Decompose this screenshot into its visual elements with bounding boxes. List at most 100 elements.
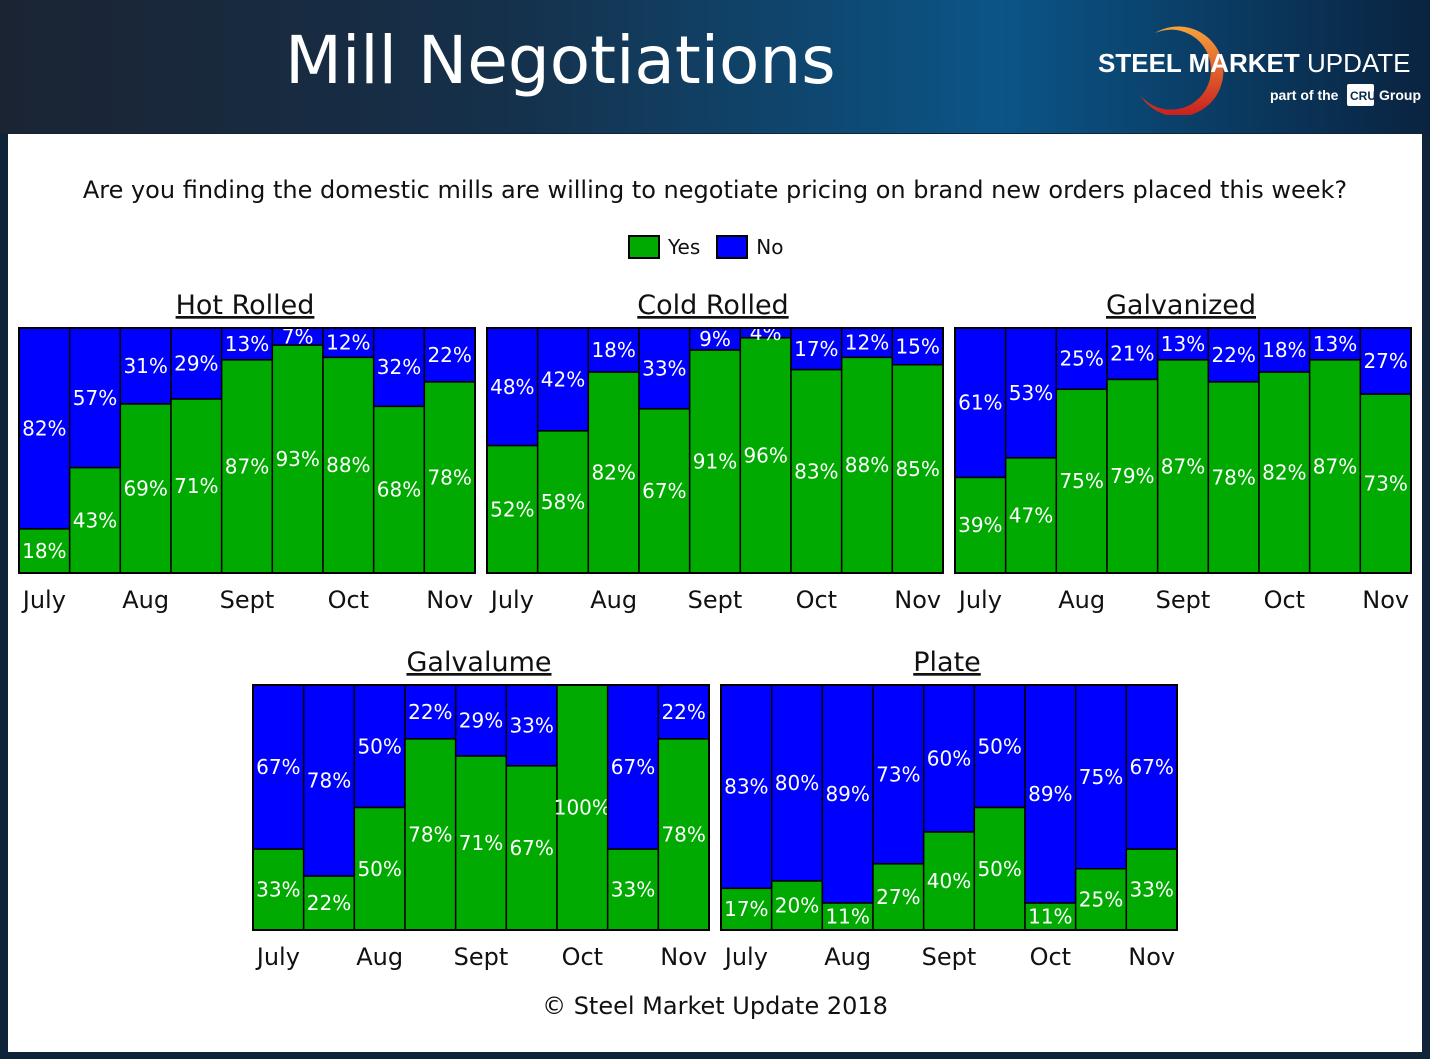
- bar-no: [1024, 684, 1077, 904]
- page-title: Mill Negotiations: [285, 22, 836, 99]
- svg-text:Group: Group: [1379, 87, 1421, 103]
- bar-yes: [770, 880, 824, 931]
- x-tick-label: Nov: [660, 943, 707, 971]
- data-label-yes: 17%: [724, 897, 768, 921]
- x-tick-label: Sept: [922, 943, 977, 971]
- bar-no: [322, 327, 375, 359]
- data-label-no: 89%: [825, 782, 869, 806]
- data-label-no: 75%: [1079, 765, 1123, 789]
- content-panel: [8, 134, 1422, 1052]
- bar-yes: [922, 831, 976, 931]
- bar-no: [790, 327, 843, 371]
- data-label-yes: 96%: [743, 443, 787, 467]
- data-label-no: 67%: [1129, 755, 1173, 779]
- x-tick-label: Sept: [688, 586, 743, 614]
- chart-title: Plate: [913, 647, 981, 678]
- x-tick-label: Sept: [454, 943, 509, 971]
- chart-title: Cold Rolled: [637, 290, 788, 321]
- bar-yes: [657, 738, 710, 931]
- data-label-yes: 88%: [845, 453, 889, 477]
- data-label-no: 50%: [357, 734, 401, 758]
- bar-no: [423, 327, 476, 383]
- bar-yes: [302, 875, 356, 931]
- data-label-no: 21%: [1110, 342, 1154, 366]
- bar-no: [372, 327, 426, 408]
- data-label-no: 4%: [750, 321, 782, 345]
- data-label-no: 22%: [427, 343, 471, 367]
- data-label-yes: 78%: [408, 822, 452, 846]
- data-label-yes: 78%: [1211, 465, 1255, 489]
- header-banner: Mill Negotiations STEEL MARKET UPDATE pa…: [0, 0, 1430, 133]
- data-label-no: 67%: [256, 755, 300, 779]
- data-label-no: 32%: [377, 355, 421, 379]
- x-tick-label: Aug: [356, 943, 403, 971]
- data-label-yes: 67%: [642, 479, 686, 503]
- svg-text:part of the: part of the: [1270, 87, 1339, 103]
- x-tick-label: Sept: [1156, 586, 1211, 614]
- copyright: © Steel Market Update 2018: [542, 992, 888, 1020]
- data-label-yes: 78%: [661, 822, 705, 846]
- data-label-yes: 69%: [123, 476, 167, 500]
- plot-border: [954, 327, 1412, 574]
- data-label-no: 50%: [977, 734, 1021, 758]
- svg-text:CRU: CRU: [1350, 89, 1376, 103]
- data-label-no: 12%: [845, 331, 889, 355]
- bar-yes: [220, 359, 274, 574]
- bar-yes: [68, 466, 122, 574]
- data-label-yes: 68%: [377, 478, 421, 502]
- data-label-no: 18%: [591, 338, 635, 362]
- data-label-yes: 75%: [1059, 469, 1103, 493]
- data-label-yes: 71%: [174, 474, 218, 498]
- bar-yes: [486, 444, 539, 574]
- data-label-yes: 78%: [427, 465, 471, 489]
- data-label-no: 22%: [408, 700, 452, 724]
- data-label-yes: 33%: [1129, 878, 1173, 902]
- bar-yes: [891, 364, 944, 574]
- data-label-yes: 52%: [490, 497, 534, 521]
- plot-border: [720, 684, 1178, 931]
- data-label-no: 33%: [509, 713, 553, 737]
- bar-no: [821, 684, 874, 904]
- data-label-no: 42%: [541, 367, 585, 391]
- bar-yes: [606, 848, 660, 931]
- plot-border: [486, 327, 944, 574]
- bar-yes: [1055, 388, 1108, 574]
- bar-no: [1207, 327, 1260, 383]
- data-label-no: 18%: [1262, 338, 1306, 362]
- data-label-yes: 79%: [1110, 464, 1154, 488]
- data-label-yes: 20%: [775, 894, 819, 918]
- x-tick-label: Aug: [824, 943, 871, 971]
- data-label-yes: 93%: [275, 447, 319, 471]
- data-label-no: 22%: [1211, 343, 1255, 367]
- bar-yes: [322, 356, 375, 574]
- data-label-no: 80%: [775, 771, 819, 795]
- data-label-no: 89%: [1028, 782, 1072, 806]
- data-label-no: 73%: [876, 762, 920, 786]
- legend-label-no: No: [756, 235, 784, 259]
- data-label-no: 83%: [724, 775, 768, 799]
- data-label-yes: 50%: [357, 857, 401, 881]
- data-label-yes: 100%: [554, 796, 611, 820]
- bar-no: [1074, 684, 1128, 870]
- data-label-no: 13%: [225, 332, 269, 356]
- data-label-yes: 71%: [459, 831, 503, 855]
- data-label-no: 67%: [611, 755, 655, 779]
- data-label-yes: 82%: [591, 461, 635, 485]
- chart-title: Hot Rolled: [176, 290, 315, 321]
- bar-yes: [271, 344, 324, 574]
- data-label-no: 33%: [642, 356, 686, 380]
- bar-yes: [170, 398, 223, 574]
- bar-yes: [1106, 378, 1159, 574]
- data-label-yes: 58%: [541, 490, 585, 514]
- data-label-no: 29%: [174, 352, 218, 376]
- data-label-no: 9%: [699, 327, 731, 351]
- data-label-no: 53%: [1009, 381, 1053, 405]
- data-label-no: 27%: [1363, 349, 1407, 373]
- x-tick-label: Aug: [1058, 586, 1105, 614]
- data-label-yes: 85%: [895, 457, 939, 481]
- bar-no: [840, 327, 894, 359]
- data-label-no: 17%: [794, 337, 838, 361]
- bar-yes: [1004, 457, 1058, 574]
- data-label-yes: 18%: [22, 539, 66, 563]
- bar-yes: [423, 381, 476, 574]
